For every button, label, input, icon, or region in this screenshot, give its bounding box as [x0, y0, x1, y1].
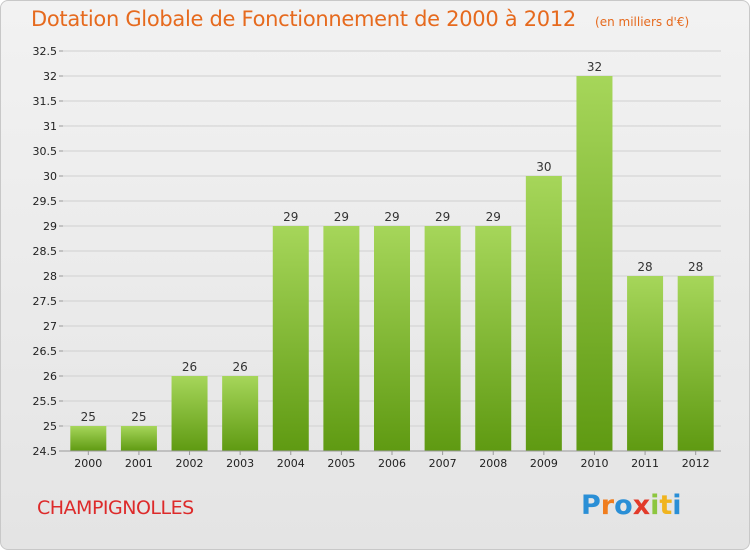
value-label-2007: 29 — [435, 210, 450, 224]
logo-letter: i — [650, 490, 660, 521]
value-label-2001: 25 — [131, 410, 146, 424]
y-axis-ticks: 24.5 25 25.5 26 26.5 27 27.5 28 28.5 29 29.5 30 30.5… — [33, 45, 63, 458]
logo-letter: P — [581, 490, 601, 521]
x-tick-label-2011: 2011 — [631, 457, 659, 470]
y-tick-label: 32.5 — [33, 45, 58, 58]
x-tick-label-2008: 2008 — [479, 457, 507, 470]
value-label-2011: 28 — [637, 260, 652, 274]
x-tick-label-2003: 2003 — [226, 457, 254, 470]
y-tick-label: 28.5 — [33, 245, 58, 258]
bar-2002 — [171, 376, 208, 451]
value-label-2002: 26 — [182, 360, 197, 374]
proxiti-logo: Proxiti — [581, 490, 682, 521]
y-tick-label: 26.5 — [33, 345, 58, 358]
logo-letter: o — [614, 490, 633, 521]
y-tick-label: 31.5 — [33, 95, 58, 108]
y-tick-label: 27.5 — [33, 295, 58, 308]
bar-2000 — [70, 426, 107, 451]
value-labels: 25 25 26 26 29 29 29 29 29 30 32 28 28 — [81, 60, 704, 424]
value-label-2000: 25 — [81, 410, 96, 424]
y-tick-label: 25 — [43, 420, 57, 433]
bar-2010 — [576, 76, 613, 451]
y-tick-label: 29 — [43, 220, 57, 233]
logo-letter: r — [600, 490, 615, 521]
y-tick-label: 24.5 — [33, 445, 58, 458]
y-tick-label: 32 — [43, 70, 57, 83]
bar-2003 — [222, 376, 259, 451]
chart-subtitle: (en milliers d'€) — [595, 15, 690, 29]
value-label-2004: 29 — [283, 210, 298, 224]
value-label-2010: 32 — [587, 60, 602, 74]
logo-letter: x — [632, 490, 651, 521]
bar-2008 — [475, 226, 512, 451]
bar-2006 — [374, 226, 410, 451]
commune-name: CHAMPIGNOLLES — [37, 497, 194, 519]
x-tick-label-2005: 2005 — [327, 457, 355, 470]
bar-2012 — [677, 276, 714, 451]
logo-letter: t — [659, 490, 673, 521]
bar-2004 — [272, 226, 309, 451]
value-label-2005: 29 — [334, 210, 349, 224]
x-axis-ticks: 2000 2001 2002 2003 2004 2005 2006 2007 2008 2009… — [74, 451, 710, 470]
value-label-2006: 29 — [384, 210, 399, 224]
bars — [70, 76, 714, 451]
y-tick-label: 26 — [43, 370, 57, 383]
value-label-2003: 26 — [233, 360, 248, 374]
y-tick-label: 30.5 — [33, 145, 58, 158]
bar-2009 — [525, 176, 562, 451]
y-tick-label: 25.5 — [33, 395, 58, 408]
y-tick-label: 31 — [43, 120, 57, 133]
bar-2001 — [120, 426, 157, 451]
bar-2011 — [627, 276, 664, 451]
value-label-2012: 28 — [688, 260, 703, 274]
x-tick-label-2006: 2006 — [378, 457, 406, 470]
title-row: Dotation Globale de Fonctionnement de 20… — [31, 7, 689, 31]
x-tick-label-2009: 2009 — [530, 457, 558, 470]
y-tick-label: 29.5 — [33, 195, 58, 208]
x-tick-label-2004: 2004 — [277, 457, 305, 470]
logo-letter: i — [672, 490, 682, 521]
bar-2007 — [424, 226, 461, 451]
chart-title: Dotation Globale de Fonctionnement de 20… — [31, 7, 576, 31]
y-tick-label: 28 — [43, 270, 57, 283]
x-tick-label-2010: 2010 — [580, 457, 608, 470]
x-tick-label-2002: 2002 — [176, 457, 204, 470]
x-tick-label-2000: 2000 — [74, 457, 102, 470]
x-tick-label-2001: 2001 — [125, 457, 153, 470]
x-tick-label-2007: 2007 — [429, 457, 457, 470]
x-tick-label-2012: 2012 — [682, 457, 710, 470]
value-label-2009: 30 — [536, 160, 551, 174]
value-label-2008: 29 — [486, 210, 501, 224]
bar-2005 — [323, 226, 360, 451]
y-tick-label: 27 — [43, 320, 57, 333]
y-tick-label: 30 — [43, 170, 57, 183]
